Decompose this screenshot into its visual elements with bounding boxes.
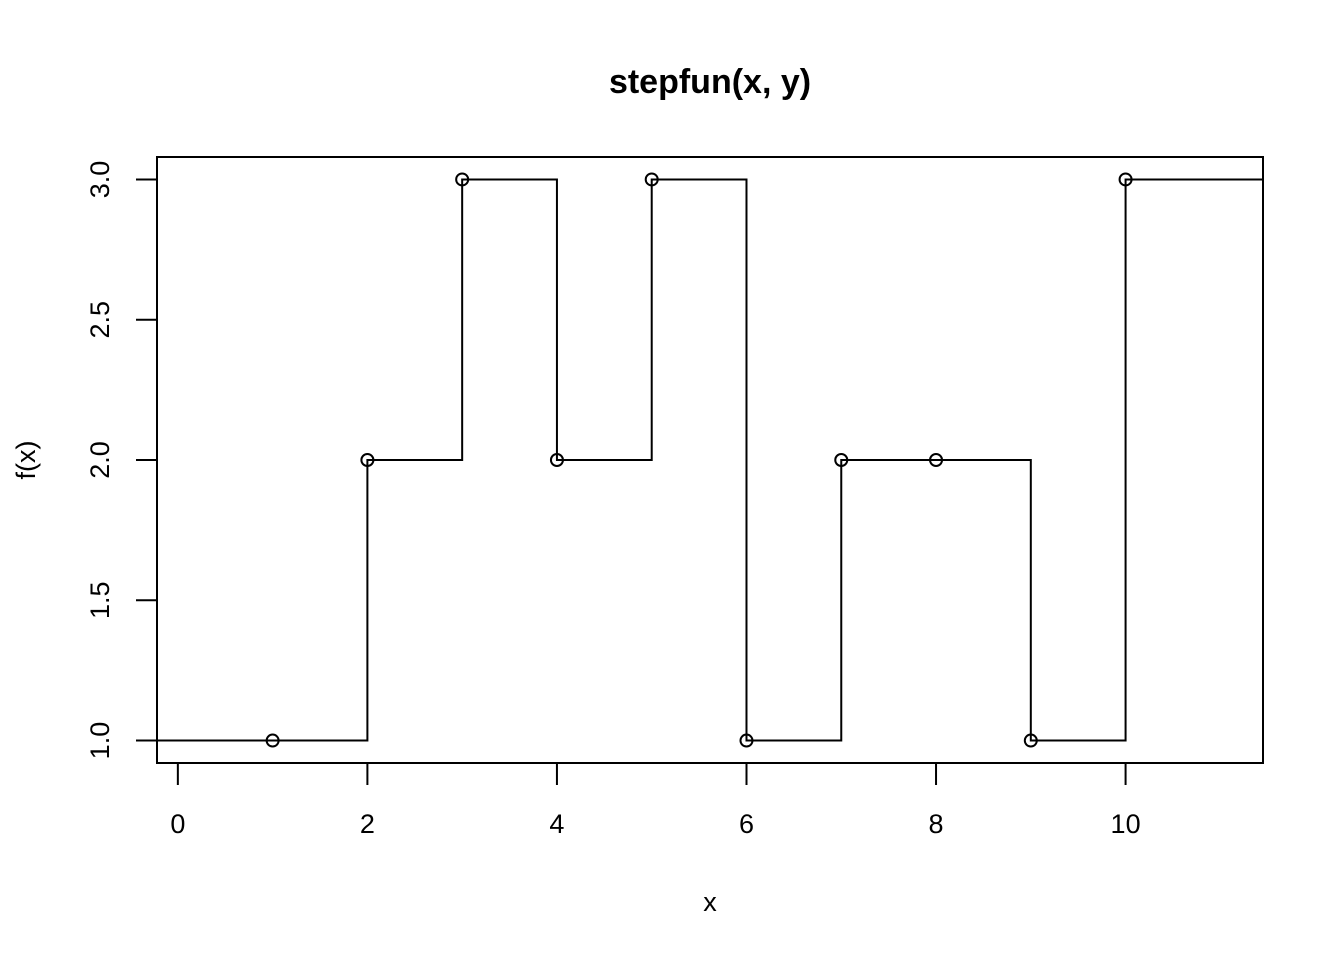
data-point [265,733,280,748]
x-tick-label: 8 [929,809,944,839]
x-axis: 0 2 4 6 8 10 [170,763,1141,839]
x-tick-label: 4 [549,809,564,839]
data-point [549,453,564,467]
x-tick-label: 2 [360,809,375,839]
y-axis: 1.0 1.5 2.0 2.5 3.0 [85,161,157,760]
y-tick-label: 3.0 [85,161,115,199]
data-point [455,172,470,187]
data-point [644,172,659,187]
y-tick-label: 2.0 [85,441,115,479]
data-point [834,453,849,467]
data-point [1118,172,1133,187]
data-point [1023,733,1038,748]
y-tick-label: 2.5 [85,301,115,339]
x-tick-label: 10 [1111,809,1141,839]
x-tick-label: 0 [170,809,185,839]
y-tick-label: 1.0 [85,722,115,760]
data-points [265,172,1133,748]
y-tick-label: 1.5 [85,582,115,620]
data-point [739,733,754,748]
x-axis-label: x [703,887,717,917]
chart-title: stepfun(x, y) [609,63,811,101]
data-point [360,453,375,467]
plot-frame [156,156,1264,764]
data-point [929,453,944,467]
x-tick-label: 6 [739,809,754,839]
step-series [157,178,1263,742]
step-line [157,178,1263,742]
y-axis-label: f(x) [11,441,41,480]
